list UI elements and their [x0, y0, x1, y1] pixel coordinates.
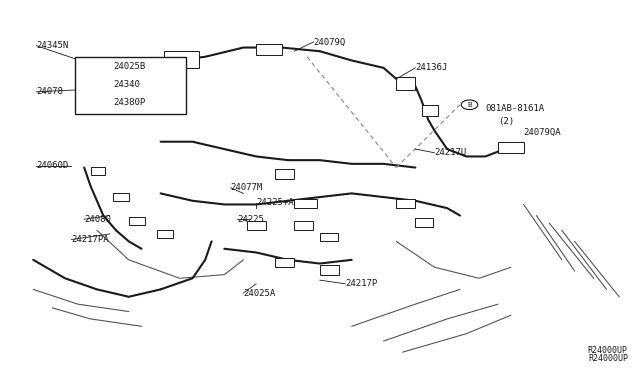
Bar — [498, 142, 524, 153]
Text: 24025A: 24025A — [243, 289, 276, 298]
Text: 24225+A: 24225+A — [256, 198, 294, 207]
Bar — [75, 57, 186, 114]
Text: 24025B: 24025B — [113, 61, 145, 71]
Text: 24136J: 24136J — [415, 63, 447, 72]
Bar — [320, 265, 339, 275]
Text: 24078: 24078 — [36, 87, 63, 96]
Bar — [157, 230, 173, 238]
Bar — [294, 221, 314, 230]
Text: 24225: 24225 — [237, 215, 264, 224]
Bar — [422, 105, 438, 116]
Text: 24217PA: 24217PA — [72, 235, 109, 244]
Text: 24345N: 24345N — [36, 41, 68, 50]
Bar — [396, 77, 415, 90]
Text: 081AB-8161A: 081AB-8161A — [485, 104, 545, 113]
Text: B: B — [467, 102, 472, 108]
Bar — [294, 199, 317, 208]
Bar — [396, 199, 415, 208]
Text: R24000UP: R24000UP — [588, 346, 627, 355]
Text: 24217U: 24217U — [435, 148, 467, 157]
Bar — [164, 51, 199, 68]
Bar — [129, 217, 145, 225]
Bar — [275, 258, 294, 267]
Bar — [164, 81, 183, 92]
Bar — [113, 193, 129, 201]
Text: 24079Q: 24079Q — [314, 38, 346, 46]
Text: 24340: 24340 — [113, 80, 140, 89]
Bar — [256, 44, 282, 55]
Bar — [320, 233, 338, 241]
Bar — [246, 221, 266, 230]
Bar — [90, 167, 104, 175]
Bar — [275, 169, 294, 179]
Text: 24077M: 24077M — [230, 183, 263, 192]
Bar — [415, 218, 433, 227]
Text: 24079QA: 24079QA — [524, 128, 561, 137]
Text: (2): (2) — [498, 117, 515, 126]
Text: 24217P: 24217P — [346, 279, 378, 288]
Text: 24080: 24080 — [84, 215, 111, 224]
Text: 24060D: 24060D — [36, 161, 68, 170]
Text: R24000UP: R24000UP — [589, 354, 628, 363]
Text: 24380P: 24380P — [113, 99, 145, 108]
